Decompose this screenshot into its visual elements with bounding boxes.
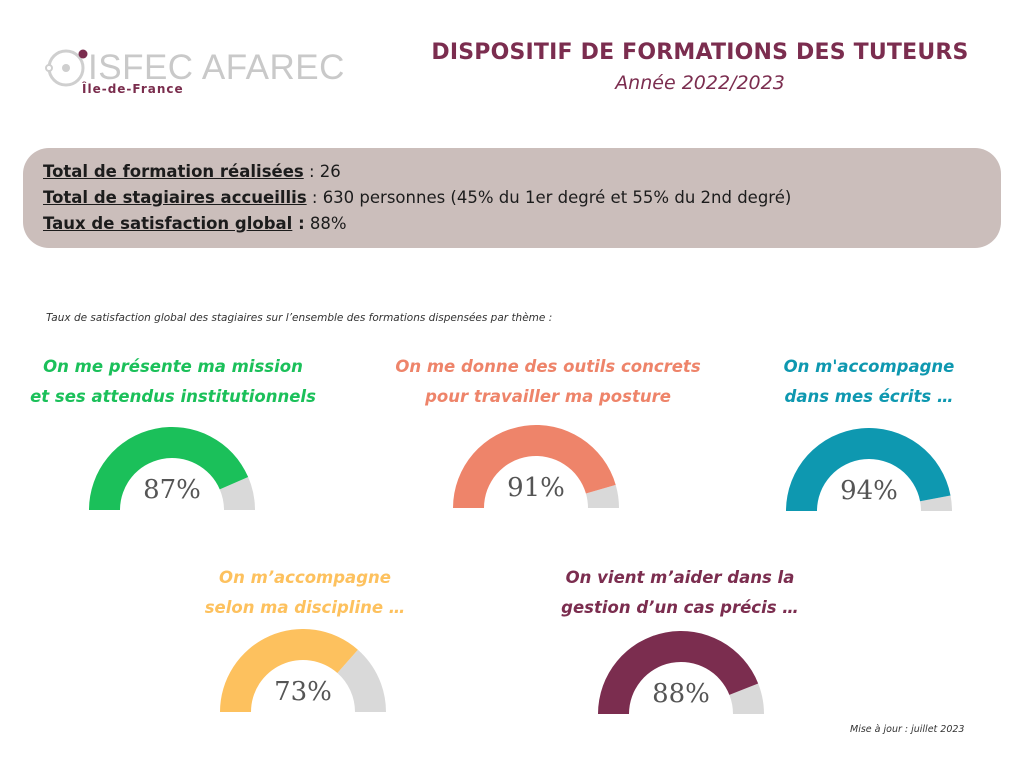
gauge-value-label: 73% (274, 677, 332, 707)
satisfaction-value: 88% (304, 214, 347, 233)
gauge-track (585, 484, 619, 508)
gauge-cas-precis: 88% (598, 631, 764, 714)
update-footnote: Mise à jour : juillet 2023 (850, 724, 965, 735)
gauge-heading-line2: dans mes écrits … (784, 387, 954, 406)
gauge-heading-line2: gestion d’un cas précis … (561, 598, 799, 617)
page-title: DISPOSITIF DE FORMATIONS DES TUTEURS (431, 40, 969, 65)
gauge-card-mission: On me présente ma mission et ses attendu… (14, 352, 332, 412)
gauge-track (920, 495, 952, 511)
summary-box: Total de formation réalisées : 26 Total … (23, 148, 1001, 248)
stagiaires-value: : 630 personnes (45% du 1er degré et 55%… (306, 188, 792, 207)
logo-name: ISFEC AFAREC (88, 48, 345, 87)
gauge-discipline: 73% (220, 629, 386, 712)
gauge-heading-line2: pour travailler ma posture (425, 387, 671, 406)
gauge-heading-line2: selon ma discipline … (204, 598, 406, 617)
gauge-svg (89, 427, 255, 510)
gauge-heading-line1: On me présente ma mission (43, 357, 303, 376)
gauges-caption: Taux de satisfaction global des stagiair… (46, 312, 553, 324)
gauge-fill (786, 427, 951, 511)
logo-region: Île-de-France (82, 82, 184, 96)
gauge-card-outils: On me donne des outils concrets pour tra… (378, 352, 718, 412)
satisfaction-colon: : (292, 214, 305, 233)
gauge-track (729, 683, 764, 714)
satisfaction-label: Taux de satisfaction global (43, 214, 293, 233)
gauge-heading-line2: et ses attendus institutionnels (30, 387, 316, 406)
gauge-value-label: 91% (507, 473, 565, 503)
gauge-svg (786, 427, 952, 511)
gauge-svg (220, 629, 386, 712)
gauge-value-label: 88% (652, 679, 710, 709)
summary-line-stagiaires: Total de stagiaires accueillis : 630 per… (43, 185, 1001, 211)
page-subtitle: Année 2022/2023 (615, 72, 785, 94)
summary-line-satisfaction: Taux de satisfaction global : 88% (43, 211, 1001, 237)
gauge-fill (453, 425, 616, 508)
gauge-fill (89, 427, 249, 510)
formations-value: : 26 (303, 162, 341, 181)
gauge-heading-line1: On m’accompagne (219, 568, 391, 587)
gauge-svg (598, 631, 764, 714)
gauge-outils: 91% (453, 425, 619, 508)
stagiaires-label: Total de stagiaires accueillis (43, 188, 307, 207)
gauge-card-discipline: On m’accompagne selon ma discipline … (185, 563, 425, 623)
gauge-card-ecrits: On m'accompagne dans mes écrits … (760, 352, 978, 412)
logo-circle-icon (45, 49, 88, 87)
gauge-heading-line1: On m'accompagne (783, 357, 955, 376)
gauge-track (337, 649, 386, 712)
gauge-heading-line1: On me donne des outils concrets (395, 357, 701, 376)
gauge-heading-line1: On vient m’aider dans la (565, 568, 795, 587)
gauge-fill (598, 631, 759, 714)
gauge-fill (220, 629, 358, 712)
gauge-svg (453, 425, 619, 508)
gauge-track (219, 477, 255, 510)
logo: ISFEC AFAREC Île-de-France (44, 44, 344, 100)
gauge-ecrits: 94% (786, 427, 952, 511)
gauge-mission: 87% (89, 427, 255, 510)
gauge-value-label: 94% (840, 476, 898, 506)
summary-line-formations: Total de formation réalisées : 26 (43, 159, 1001, 185)
gauge-value-label: 87% (143, 475, 201, 505)
formations-label: Total de formation réalisées (43, 162, 304, 181)
gauge-card-cas-precis: On vient m’aider dans la gestion d’un ca… (540, 563, 820, 623)
